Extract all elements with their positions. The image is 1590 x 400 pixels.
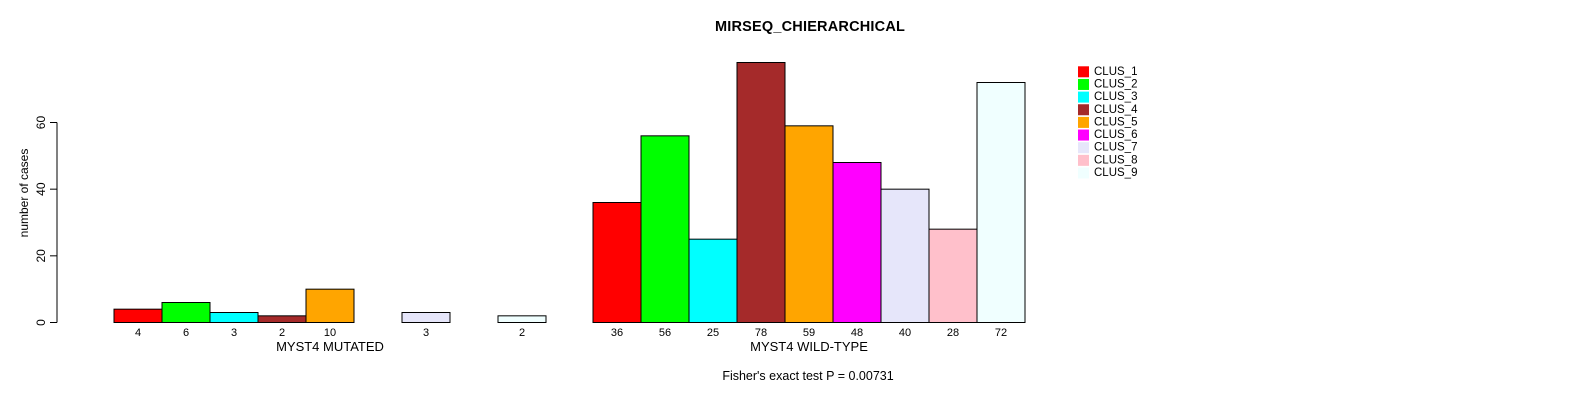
legend-label-clus_9: CLUS_9 xyxy=(1094,167,1137,179)
bar-clus_4 xyxy=(736,62,786,323)
legend-swatch-clus_3 xyxy=(1078,91,1089,103)
bar-value-label: 72 xyxy=(995,327,1007,339)
bar-clus_8 xyxy=(928,228,978,324)
bar-value-label: 25 xyxy=(707,327,719,339)
bar-clus_9 xyxy=(497,315,547,324)
y-tick-label: 0 xyxy=(34,319,48,326)
bar-clus_6 xyxy=(832,162,882,323)
x-axis-label-mutated: MYST4 MUTATED xyxy=(276,339,384,354)
bar-value-label: 48 xyxy=(851,327,863,339)
legend-swatch-clus_2 xyxy=(1078,78,1089,90)
bar-clus_1 xyxy=(113,308,163,323)
bar-value-label: 78 xyxy=(755,327,767,339)
legend-label-clus_5: CLUS_5 xyxy=(1094,116,1137,128)
bar-clus_5 xyxy=(305,288,355,323)
legend-label-clus_8: CLUS_8 xyxy=(1094,154,1137,166)
bar-value-label: 40 xyxy=(899,327,911,339)
legend-swatch-clus_8 xyxy=(1078,154,1089,166)
chart-title: MIRSEQ_CHIERARCHICAL xyxy=(714,19,906,35)
bar-value-label: 36 xyxy=(611,327,623,339)
legend-swatch-clus_4 xyxy=(1078,104,1089,116)
x-axis-label-wildtype: MYST4 WILD-TYPE xyxy=(750,339,868,354)
legend-swatch-clus_1 xyxy=(1078,66,1089,78)
legend-label-clus_3: CLUS_3 xyxy=(1094,91,1137,103)
legend-label-clus_6: CLUS_6 xyxy=(1094,129,1137,141)
bar-clus_7 xyxy=(401,312,451,323)
legend-label-clus_7: CLUS_7 xyxy=(1094,142,1137,154)
bar-value-label: 6 xyxy=(183,327,189,339)
bar-clus_5 xyxy=(784,125,834,324)
legend-label-clus_2: CLUS_2 xyxy=(1094,78,1137,90)
y-tick-label: 40 xyxy=(34,182,48,196)
legend-swatch-clus_5 xyxy=(1078,116,1089,128)
legend-label-clus_1: CLUS_1 xyxy=(1094,66,1137,78)
bar-clus_3 xyxy=(209,312,259,323)
y-tick-label: 60 xyxy=(34,116,48,130)
y-tick-label: 20 xyxy=(34,249,48,263)
bar-value-label: 4 xyxy=(135,327,141,339)
bar-clus_2 xyxy=(640,135,690,323)
bar-clus_7 xyxy=(880,188,930,323)
bar-clus_1 xyxy=(592,202,642,323)
bar-clus_2 xyxy=(161,302,211,323)
bar-value-label: 2 xyxy=(279,327,285,339)
bar-value-label: 56 xyxy=(659,327,671,339)
legend-swatch-clus_9 xyxy=(1078,167,1089,179)
bar-clus_9 xyxy=(976,82,1026,323)
fisher-test-annotation: Fisher's exact test P = 0.00731 xyxy=(722,369,894,383)
bar-value-label: 3 xyxy=(423,327,429,339)
bar-value-label: 2 xyxy=(519,327,525,339)
legend-swatch-clus_7 xyxy=(1078,142,1089,154)
legend-label-clus_4: CLUS_4 xyxy=(1094,104,1138,116)
bar-clus_3 xyxy=(688,238,738,324)
bar-clus_4 xyxy=(257,315,307,324)
bar-value-label: 10 xyxy=(324,327,336,339)
legend-swatch-clus_6 xyxy=(1078,129,1089,141)
bar-value-label: 28 xyxy=(947,327,959,339)
y-axis-label: number of cases xyxy=(17,148,31,238)
bar-value-label: 59 xyxy=(803,327,815,339)
bar-value-label: 3 xyxy=(231,327,237,339)
